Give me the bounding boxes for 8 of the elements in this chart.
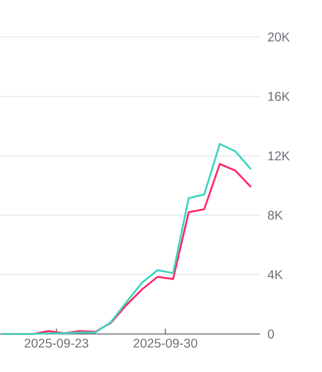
y-tick-label: 20K [268, 32, 290, 42]
y-tick-label: 16K [268, 92, 290, 101]
x-tick-label: 2025-09-30 [134, 338, 198, 348]
x-tick-label: 2025-09-23 [24, 338, 88, 348]
y-tick-label: 8K [268, 210, 283, 220]
y-tick-label: 4K [268, 270, 283, 279]
y-tick-label: 12K [268, 151, 290, 160]
y-tick-label: 0 [268, 330, 274, 338]
